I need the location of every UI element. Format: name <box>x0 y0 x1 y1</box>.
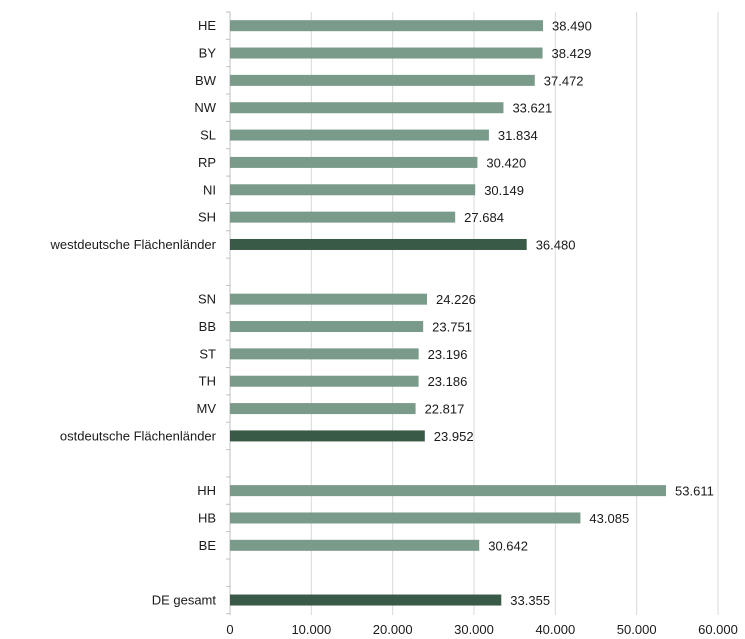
bar <box>230 156 478 168</box>
data-label: 38.429 <box>552 46 592 61</box>
bar <box>230 512 581 524</box>
category-label: westdeutsche Flächenländer <box>50 237 217 252</box>
bar <box>230 102 504 114</box>
data-label: 31.834 <box>498 128 538 143</box>
category-label: BE <box>199 538 217 553</box>
category-label: SL <box>200 128 216 143</box>
x-axis-tick-labels: 0 10.000 20.000 30.000 40.000 50.000 60.000 <box>226 622 738 637</box>
data-label: 23.952 <box>434 429 474 444</box>
category-label: MV <box>197 401 217 416</box>
x-tick-label: 50.000 <box>617 622 657 637</box>
data-label: 38.490 <box>552 19 592 34</box>
category-label: BY <box>199 46 217 61</box>
bar <box>230 129 489 141</box>
bar <box>230 47 543 59</box>
bar <box>230 375 419 387</box>
data-label: 33.621 <box>512 101 552 116</box>
data-label: 30.642 <box>488 538 528 553</box>
category-label: DE gesamt <box>152 593 217 608</box>
total-bar <box>230 238 527 250</box>
bar <box>230 485 667 497</box>
bar <box>230 74 535 86</box>
category-labels: HE BY BW NW SL RP NI SH westdeutsche Flächenländ… <box>50 18 217 607</box>
total-bar <box>230 594 502 606</box>
x-tick-label: 60.000 <box>698 622 738 637</box>
x-tick-label: 30.000 <box>454 622 494 637</box>
data-label: 36.480 <box>536 237 576 252</box>
category-label: HH <box>197 483 216 498</box>
bar <box>230 20 544 32</box>
category-label: HB <box>198 510 216 525</box>
data-label: 24.226 <box>436 292 476 307</box>
data-label: 30.420 <box>486 155 526 170</box>
category-label: TH <box>199 374 216 389</box>
x-tick-label: 20.000 <box>373 622 413 637</box>
bar <box>230 293 428 305</box>
bar <box>230 348 419 360</box>
data-label: 27.684 <box>464 210 504 225</box>
x-tick-label: 10.000 <box>291 622 331 637</box>
data-label: 43.085 <box>589 511 629 526</box>
data-label: 53.611 <box>675 484 714 499</box>
category-label: NI <box>203 182 216 197</box>
category-label: BW <box>195 73 217 88</box>
data-label: 30.149 <box>484 183 524 198</box>
bar <box>230 321 424 333</box>
bar <box>230 403 416 415</box>
data-label: 23.751 <box>432 320 472 335</box>
bar <box>230 184 476 196</box>
bar <box>230 211 456 223</box>
data-label: 23.186 <box>428 374 468 389</box>
category-label: NW <box>194 100 216 115</box>
category-label: HE <box>198 18 216 33</box>
total-bar <box>230 430 425 442</box>
category-label: ostdeutsche Flächenländer <box>60 428 217 443</box>
category-label: SH <box>198 210 216 225</box>
data-label: 33.355 <box>510 593 550 608</box>
bars <box>230 20 667 606</box>
bar <box>230 539 480 551</box>
data-label: 37.472 <box>544 73 584 88</box>
x-tick-label: 40.000 <box>535 622 575 637</box>
x-tick-label: 0 <box>226 622 233 637</box>
category-label: RP <box>198 155 216 170</box>
value-labels: 38.490 38.429 37.472 33.621 31.834 30.420 30.1… <box>425 19 714 608</box>
data-label: 22.817 <box>425 402 465 417</box>
category-label: ST <box>199 346 216 361</box>
category-label: BB <box>199 319 216 334</box>
data-label: 23.196 <box>428 347 468 362</box>
category-label: SN <box>198 292 216 307</box>
